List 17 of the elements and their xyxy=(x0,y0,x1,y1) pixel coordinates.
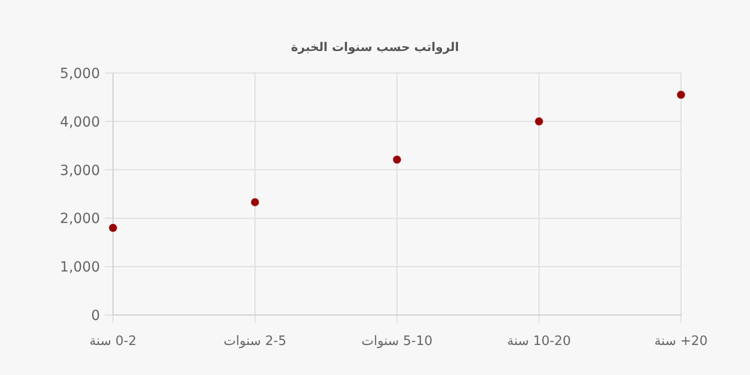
point xyxy=(393,156,401,164)
y-tick-label: 2,000 xyxy=(60,211,100,228)
x-tick-label: 20+ سنة xyxy=(654,334,708,349)
x-tick-label: 0-2 سنة xyxy=(89,334,137,349)
point xyxy=(251,198,259,206)
x-tick-label: 5-10 سنوات xyxy=(361,334,433,349)
y-tick-label: 5,000 xyxy=(60,66,100,82)
point xyxy=(535,117,543,126)
y-tick-label: 3,000 xyxy=(60,162,100,179)
y-tick-label: 4,000 xyxy=(60,114,100,130)
chart-title: الرواتب حسب سنوات الخبرة xyxy=(290,40,460,54)
y-tick-label: 0 xyxy=(91,308,100,324)
y-tick-label: 1,000 xyxy=(60,260,100,276)
point xyxy=(677,90,685,99)
x-tick-label: 10-20 سنة xyxy=(507,334,571,349)
point xyxy=(109,224,117,232)
x-tick-label: 2-5 سنوات xyxy=(224,334,286,349)
